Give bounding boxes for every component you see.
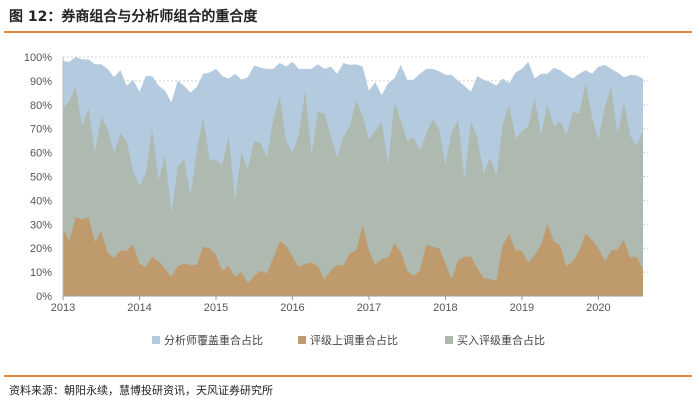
legend-label: 分析师覆盖重合占比 (164, 333, 263, 347)
x-tick-label: 2017 (357, 302, 381, 314)
legend-label: 买入评级重合占比 (457, 333, 545, 347)
x-tick-label: 2016 (280, 302, 304, 314)
x-tick-label: 2018 (433, 302, 457, 314)
y-tick-label: 80% (30, 100, 52, 112)
y-tick-label: 20% (30, 243, 52, 255)
x-tick-label: 2015 (204, 302, 228, 314)
series-area-1 (63, 217, 643, 296)
y-tick-label: 40% (30, 195, 52, 207)
legend-swatch (445, 336, 453, 344)
legend-swatch (298, 336, 306, 344)
x-tick-label: 2019 (510, 302, 534, 314)
legend-swatch (152, 336, 160, 344)
figure-title: 图 12：券商组合与分析师组合的重合度 (9, 9, 258, 25)
y-tick-label: 100% (24, 52, 52, 64)
y-tick-label: 50% (30, 172, 52, 184)
y-tick-label: 10% (30, 267, 52, 279)
y-tick-label: 0% (36, 291, 52, 303)
y-tick-label: 90% (30, 76, 52, 88)
footer-divider (4, 375, 692, 377)
y-tick-label: 70% (30, 124, 52, 136)
source-note: 资料来源：朝阳永续，慧博投研资讯，天风证券研究所 (9, 384, 273, 397)
series-area-2 (63, 83, 643, 296)
x-tick-label: 2013 (51, 302, 75, 314)
y-tick-label: 30% (30, 219, 52, 231)
x-tick-label: 2014 (127, 302, 151, 314)
legend-label: 评级上调重合占比 (310, 333, 398, 347)
title-divider (4, 31, 692, 33)
y-tick-label: 60% (30, 148, 52, 160)
x-tick-label: 2020 (586, 302, 610, 314)
